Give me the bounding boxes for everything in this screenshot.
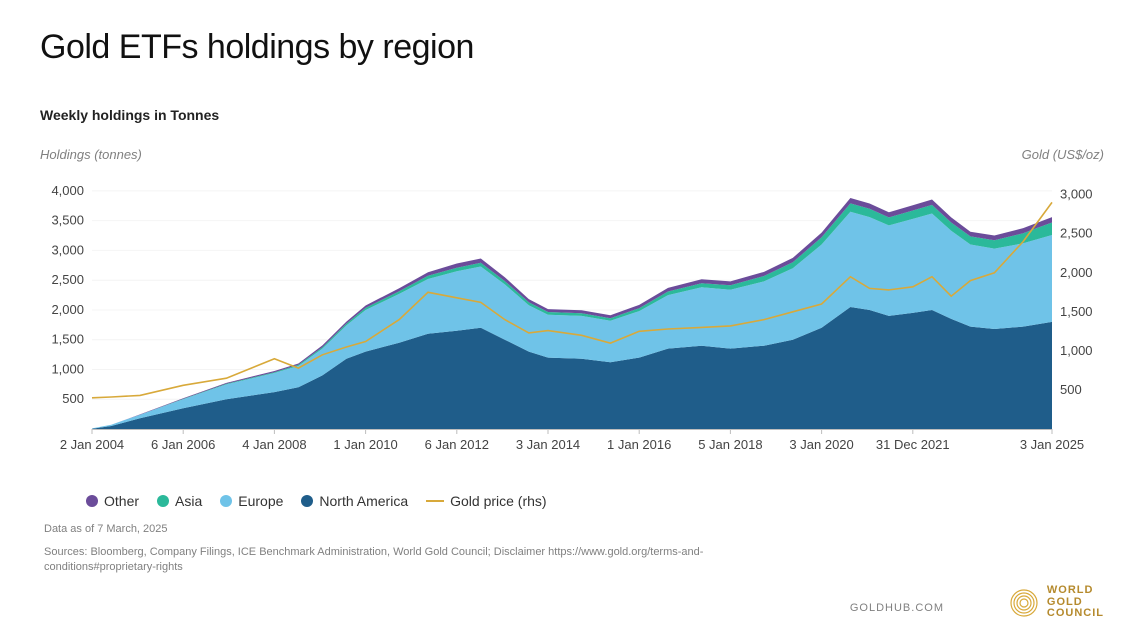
legend-swatch (157, 495, 169, 507)
y-right-tick: 1,500 (1060, 304, 1093, 319)
y-right-tick: 2,500 (1060, 226, 1093, 241)
legend-item: North America (301, 493, 408, 509)
legend-swatch (301, 495, 313, 507)
x-tick: 6 Jan 2006 (151, 437, 215, 452)
y-right-tick: 500 (1060, 382, 1082, 397)
x-tick: 3 Jan 2014 (516, 437, 580, 452)
sources-footnote: Sources: Bloomberg, Company Filings, ICE… (44, 545, 804, 575)
legend-swatch (220, 495, 232, 507)
legend-item: Asia (157, 493, 202, 509)
legend-label: Gold price (rhs) (450, 493, 546, 509)
legend-item: Gold price (rhs) (426, 493, 546, 509)
y-right-axis-title: Gold (US$/oz) (1022, 147, 1104, 162)
wgc-wordmark-line3: COUNCIL (1047, 608, 1104, 620)
chart-subtitle: Weekly holdings in Tonnes (40, 107, 1104, 123)
y-left-tick: 1,000 (51, 361, 84, 376)
legend-label: North America (319, 493, 408, 509)
x-tick: 3 Jan 2020 (789, 437, 853, 452)
y-right-tick: 2,000 (1060, 265, 1093, 280)
legend-swatch (86, 495, 98, 507)
page: Gold ETFs holdings by region Weekly hold… (0, 0, 1144, 642)
axis-titles: Holdings (tonnes) Gold (US$/oz) (40, 147, 1104, 165)
x-tick: 1 Jan 2010 (333, 437, 397, 452)
y-left-tick: 1,500 (51, 332, 84, 347)
y-right-tick: 3,000 (1060, 187, 1093, 202)
y-left-tick: 3,500 (51, 213, 84, 228)
legend: Other Asia Europe North America Gold price (… (86, 493, 1104, 509)
goldhub-link-text: GOLDHUB.COM (850, 602, 944, 614)
world-gold-council-logo: WORLD GOLD COUNCIL (1009, 585, 1104, 620)
x-tick: 5 Jan 2018 (698, 437, 762, 452)
legend-item: Other (86, 493, 139, 509)
legend-swatch-line (426, 500, 444, 502)
legend-label: Asia (175, 493, 202, 509)
data-as-of-footnote: Data as of 7 March, 2025 (44, 523, 1104, 535)
y-left-axis-title: Holdings (tonnes) (40, 147, 142, 162)
chart-title: Gold ETFs holdings by region (40, 28, 1104, 67)
x-tick: 4 Jan 2008 (242, 437, 306, 452)
y-left-tick: 4,000 (51, 183, 84, 198)
chart-area: 500 1,000 1,500 2,000 2,500 3,000 3,500 4,000 50… (40, 171, 1104, 461)
x-tick: 3 Jan 2025 (1020, 437, 1084, 452)
legend-label: Europe (238, 493, 283, 509)
x-tick: 31 Dec 2021 (876, 437, 950, 452)
wgc-wordmark: WORLD GOLD COUNCIL (1047, 585, 1104, 620)
legend-item: Europe (220, 493, 283, 509)
x-tick: 2 Jan 2004 (60, 437, 124, 452)
y-right-tick: 1,000 (1060, 343, 1093, 358)
y-left-tick: 3,000 (51, 242, 84, 257)
wgc-rings-icon (1009, 588, 1039, 618)
x-tick: 6 Jan 2012 (425, 437, 489, 452)
y-left-tick: 2,000 (51, 302, 84, 317)
legend-label: Other (104, 493, 139, 509)
x-tick: 1 Jan 2016 (607, 437, 671, 452)
y-left-tick: 500 (62, 391, 84, 406)
chart-svg: 500 1,000 1,500 2,000 2,500 3,000 3,500 4,000 50… (40, 171, 1104, 461)
y-left-tick: 2,500 (51, 272, 84, 287)
